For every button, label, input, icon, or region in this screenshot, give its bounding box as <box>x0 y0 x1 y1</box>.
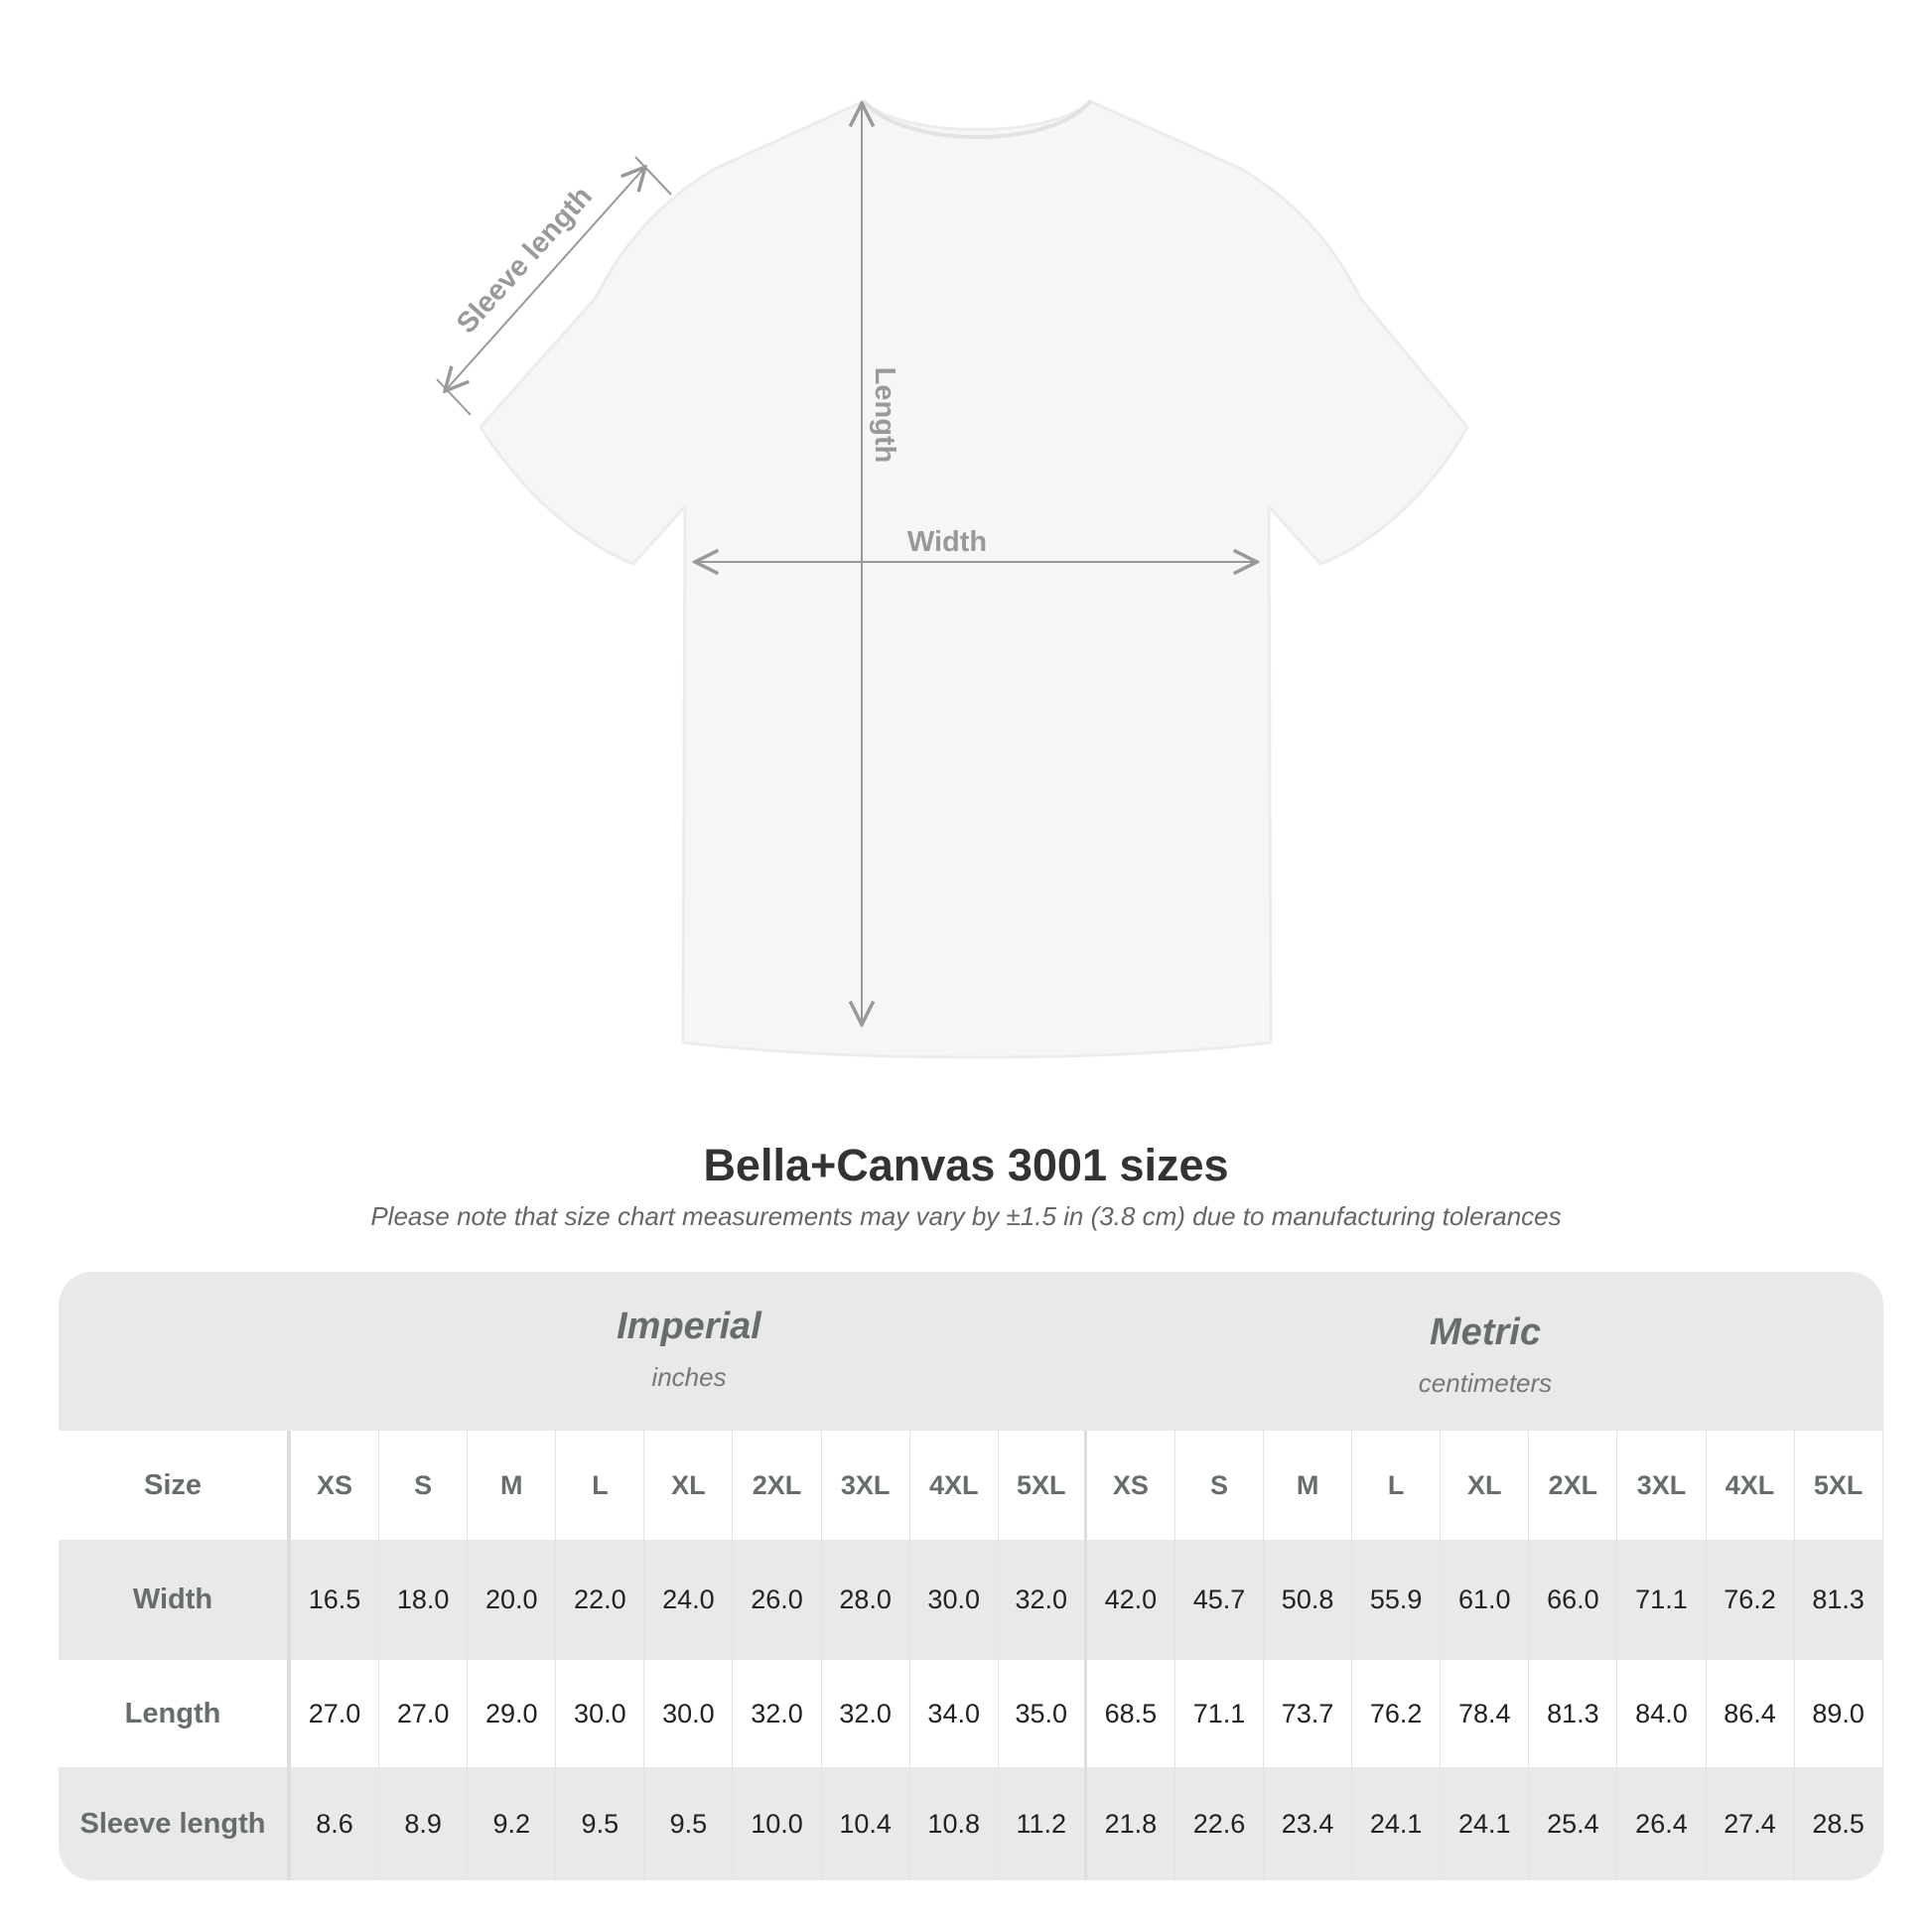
table-cell-imperial: 32.0 <box>822 1660 910 1767</box>
table-cell-metric: 66.0 <box>1529 1540 1618 1660</box>
table-cell-metric: 76.2 <box>1707 1540 1795 1660</box>
table-row: Length 27.0 27.0 29.0 30.0 30.0 32.0 32.0 34.0 35… <box>59 1660 1883 1767</box>
table-cell-imperial: 22.0 <box>556 1540 645 1660</box>
table-cell-imperial: 8.9 <box>379 1767 469 1880</box>
size-header-metric: L <box>1352 1431 1442 1540</box>
table-cell-metric: 84.0 <box>1617 1660 1707 1767</box>
row-label: Sleeve length <box>59 1767 291 1880</box>
size-header-metric: 5XL <box>1795 1431 1883 1540</box>
table-cell-metric: 26.4 <box>1617 1767 1707 1880</box>
size-header-metric: M <box>1264 1431 1353 1540</box>
table-cell-metric: 27.4 <box>1707 1767 1795 1880</box>
size-header-imperial: XL <box>644 1431 734 1540</box>
size-header-imperial: M <box>468 1431 557 1540</box>
table-cell-imperial: 26.0 <box>733 1540 822 1660</box>
table-cell-metric: 50.8 <box>1264 1540 1353 1660</box>
size-header-metric: 2XL <box>1529 1431 1618 1540</box>
size-table: Imperial inches Metric centimeters Size X… <box>59 1272 1883 1880</box>
table-cell-imperial: 8.6 <box>291 1767 380 1880</box>
table-cell-imperial: 35.0 <box>999 1660 1087 1767</box>
table-cell-imperial: 9.5 <box>556 1767 645 1880</box>
table-cell-metric: 81.3 <box>1795 1540 1883 1660</box>
table-cell-imperial: 10.0 <box>733 1767 822 1880</box>
tshirt-diagram: Length Width Sleeve length <box>436 99 1469 1059</box>
tshirt-shape <box>479 99 1469 1059</box>
table-cell-metric: 68.5 <box>1087 1660 1175 1767</box>
sleeve-arrow <box>445 167 645 391</box>
table-cell-imperial: 24.0 <box>644 1540 734 1660</box>
table-cell-imperial: 29.0 <box>468 1660 557 1767</box>
table-cell-imperial: 27.0 <box>379 1660 469 1767</box>
row-label: Length <box>59 1660 291 1767</box>
table-cell-metric: 55.9 <box>1352 1540 1442 1660</box>
table-cell-metric: 81.3 <box>1529 1660 1618 1767</box>
size-header-metric: 4XL <box>1707 1431 1795 1540</box>
sleeve-length-label: Sleeve length <box>451 181 599 340</box>
table-cell-imperial: 11.2 <box>999 1767 1087 1880</box>
width-label: Width <box>907 526 987 558</box>
size-header-imperial: 5XL <box>999 1431 1087 1540</box>
table-cell-metric: 61.0 <box>1441 1540 1530 1660</box>
table-cell-imperial: 27.0 <box>291 1660 380 1767</box>
table-cell-imperial: 9.5 <box>644 1767 734 1880</box>
row-label: Size <box>59 1431 291 1540</box>
table-cell-imperial: 10.4 <box>822 1767 910 1880</box>
table-row: Width 16.5 18.0 20.0 22.0 24.0 26.0 28.0 30.0 32.… <box>59 1540 1883 1660</box>
table-cell-metric: 25.4 <box>1529 1767 1618 1880</box>
page-title: Bella+Canvas 3001 sizes <box>703 1140 1229 1190</box>
table-cell-metric: 45.7 <box>1175 1540 1265 1660</box>
row-label: Width <box>59 1540 291 1660</box>
size-header-row: Size XS S M L XL 2XL 3XL 4XL 5XL XS S M L XL 2XL 3XL 4XL 5… <box>59 1431 1883 1540</box>
size-header-imperial: XS <box>291 1431 380 1540</box>
table-cell-imperial: 30.0 <box>910 1540 999 1660</box>
table-cell-imperial: 32.0 <box>733 1660 822 1767</box>
table-cell-metric: 22.6 <box>1175 1767 1265 1880</box>
table-cell-imperial: 18.0 <box>379 1540 469 1660</box>
table-row: Sleeve length 8.6 8.9 9.2 9.5 9.5 10.0 10.4 10.8… <box>59 1767 1883 1880</box>
table-cell-metric: 73.7 <box>1264 1660 1353 1767</box>
table-cell-imperial: 34.0 <box>910 1660 999 1767</box>
tolerance-note: Please note that size chart measurements… <box>370 1201 1562 1231</box>
table-cell-imperial: 30.0 <box>644 1660 734 1767</box>
table-cell-imperial: 16.5 <box>291 1540 380 1660</box>
table-cell-metric: 24.1 <box>1352 1767 1442 1880</box>
unit-header <box>59 1272 1883 1431</box>
size-header-imperial: 3XL <box>822 1431 910 1540</box>
size-header-imperial: 2XL <box>733 1431 822 1540</box>
metric-header: Metric centimeters <box>1418 1311 1553 1398</box>
size-header-imperial: S <box>379 1431 469 1540</box>
size-header-metric: XS <box>1087 1431 1175 1540</box>
table-cell-metric: 23.4 <box>1264 1767 1353 1880</box>
size-header-metric: 3XL <box>1617 1431 1707 1540</box>
table-cell-metric: 24.1 <box>1441 1767 1530 1880</box>
table-cell-metric: 86.4 <box>1707 1660 1795 1767</box>
table-cell-metric: 42.0 <box>1087 1540 1175 1660</box>
table-cell-metric: 71.1 <box>1175 1660 1265 1767</box>
table-cell-imperial: 32.0 <box>999 1540 1087 1660</box>
table-cell-metric: 21.8 <box>1087 1767 1175 1880</box>
table-cell-imperial: 28.0 <box>822 1540 910 1660</box>
imperial-header: Imperial inches <box>617 1306 761 1392</box>
table-cell-imperial: 9.2 <box>468 1767 557 1880</box>
size-header-metric: XL <box>1441 1431 1530 1540</box>
length-label: Length <box>869 367 900 464</box>
table-cell-imperial: 30.0 <box>556 1660 645 1767</box>
table-cell-metric: 28.5 <box>1795 1767 1883 1880</box>
table-cell-imperial: 10.8 <box>910 1767 999 1880</box>
size-header-imperial: L <box>556 1431 645 1540</box>
table-cell-metric: 76.2 <box>1352 1660 1442 1767</box>
table-cell-metric: 89.0 <box>1795 1660 1883 1767</box>
table-cell-metric: 78.4 <box>1441 1660 1530 1767</box>
table-cell-metric: 71.1 <box>1617 1540 1707 1660</box>
size-header-metric: S <box>1175 1431 1265 1540</box>
table-cell-imperial: 20.0 <box>468 1540 557 1660</box>
size-header-imperial: 4XL <box>910 1431 999 1540</box>
